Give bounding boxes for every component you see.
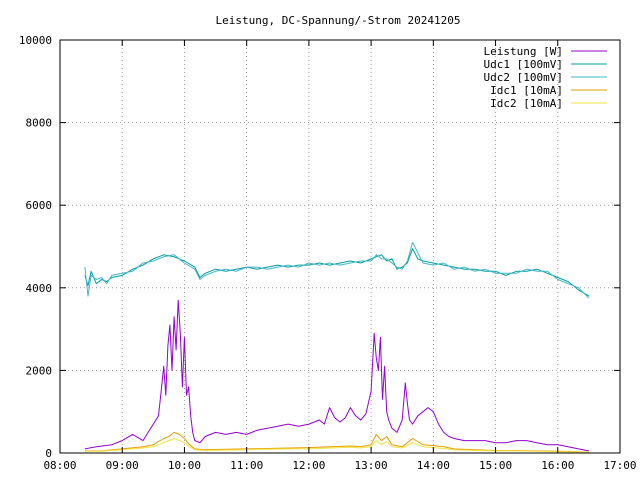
series-line bbox=[84, 241, 590, 299]
x-tick-label: 09:00 bbox=[106, 459, 139, 472]
series-line bbox=[84, 299, 589, 452]
chart-title: Leistung, DC-Spannung/-Strom 20241205 bbox=[215, 14, 460, 27]
series-line bbox=[84, 248, 590, 297]
x-tick-label: 08:00 bbox=[43, 459, 76, 472]
axis-ticks bbox=[59, 39, 621, 454]
series-line bbox=[84, 431, 589, 453]
x-tick-label: 13:00 bbox=[355, 459, 388, 472]
y-tick-label: 8000 bbox=[26, 117, 53, 130]
plot-frame bbox=[59, 39, 621, 454]
x-tick-label: 14:00 bbox=[417, 459, 450, 472]
legend-label: Idc1 [10mA] bbox=[490, 84, 563, 97]
x-tick-label: 15:00 bbox=[479, 459, 512, 472]
x-tick-label: 11:00 bbox=[230, 459, 263, 472]
y-tick-label: 6000 bbox=[26, 199, 53, 212]
legend: Leistung [W]Udc1 [100mV]Udc2 [100mV]Idc1… bbox=[484, 45, 607, 110]
x-tick-label: 16:00 bbox=[541, 459, 574, 472]
x-tick-label: 10:00 bbox=[168, 459, 201, 472]
y-tick-label: 10000 bbox=[19, 34, 52, 47]
x-tick-label: 17:00 bbox=[603, 459, 636, 472]
legend-label: Udc2 [100mV] bbox=[484, 71, 563, 84]
series-line bbox=[84, 438, 589, 453]
y-tick-label: 0 bbox=[45, 447, 52, 460]
y-tick-label: 2000 bbox=[26, 364, 53, 377]
legend-label: Udc1 [100mV] bbox=[484, 58, 563, 71]
x-tick-label: 12:00 bbox=[292, 459, 325, 472]
tick-labels: 08:00 09:00 10:00 11:00 12:00 13:00 14:00 15:00… bbox=[19, 34, 637, 472]
series-layer bbox=[84, 241, 590, 453]
legend-label: Leistung [W] bbox=[484, 45, 563, 58]
legend-label: Idc2 [10mA] bbox=[490, 97, 563, 110]
y-tick-label: 4000 bbox=[26, 282, 53, 295]
